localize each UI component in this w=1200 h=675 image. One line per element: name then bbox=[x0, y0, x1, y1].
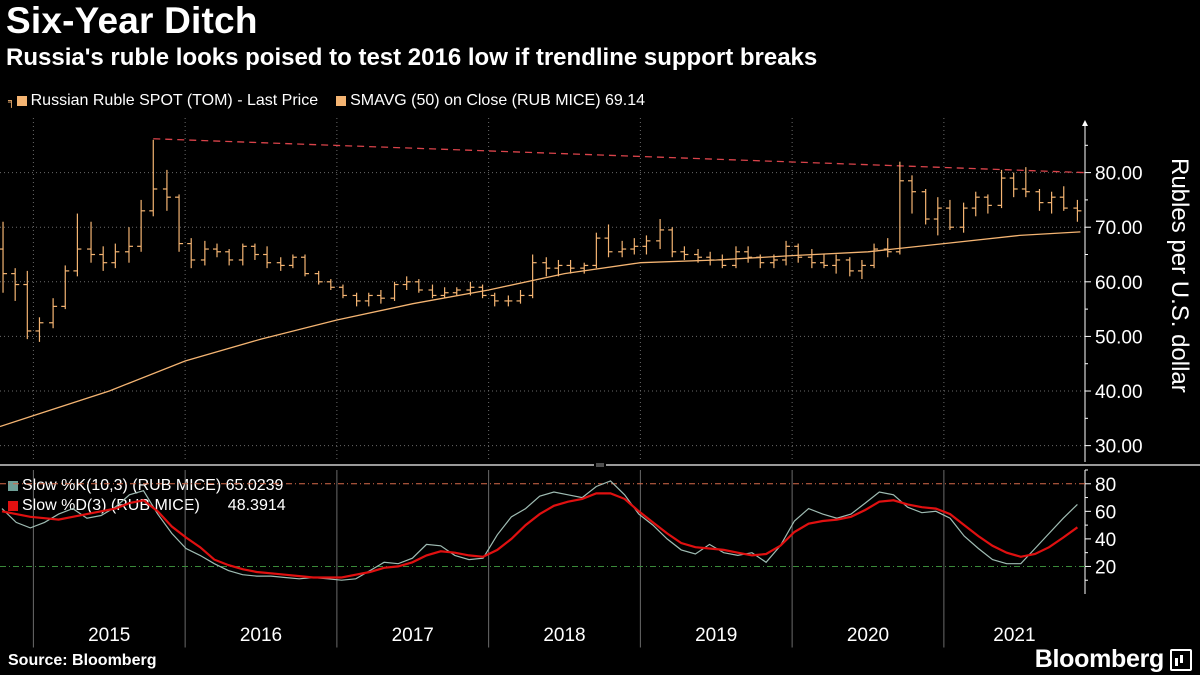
bloomberg-logo: Bloomberg bbox=[1035, 645, 1192, 674]
stoch-y-tick-label: 80 bbox=[1095, 475, 1116, 496]
x-tick-label: 2015 bbox=[88, 625, 130, 646]
bloomberg-logo-text: Bloomberg bbox=[1034, 645, 1165, 673]
stoch-y-tick-label: 40 bbox=[1095, 530, 1116, 551]
legend-d-value: 48.3914 bbox=[227, 497, 286, 514]
x-tick-label: 2020 bbox=[847, 625, 889, 646]
legend-price: ╕ Russian Ruble SPOT (TOM) - Last Price bbox=[8, 92, 318, 110]
legend-sma: SMAVG (50) on Close (RUB MICE) 69.14 bbox=[336, 92, 645, 110]
chart-subtitle: Russia's ruble looks poised to test 2016… bbox=[6, 44, 818, 71]
y-tick-label: 60.00 bbox=[1095, 273, 1143, 294]
y-tick-label: 40.00 bbox=[1095, 382, 1143, 403]
ohlc-bar-icon: ╕ bbox=[8, 94, 15, 108]
y-axis-label: Rubles per U.S. dollar bbox=[1166, 158, 1193, 393]
y-axis-arrow bbox=[1082, 120, 1088, 126]
stochastic-legend: Slow %K(10,3) (RUB MICE) 65.0239 Slow %D… bbox=[8, 476, 286, 516]
slow-d-line bbox=[1, 492, 1079, 579]
legend-k-swatch bbox=[8, 481, 18, 491]
legend-k: Slow %K(10,3) (RUB MICE) 65.0239 bbox=[8, 476, 286, 496]
stoch-y-tick-label: 20 bbox=[1095, 557, 1116, 578]
legend-price-label: Russian Ruble SPOT (TOM) - Last Price bbox=[30, 92, 319, 109]
panel-divider-grip bbox=[594, 462, 606, 468]
chart-title: Six-Year Ditch bbox=[6, 0, 258, 41]
x-tick-label: 2017 bbox=[392, 625, 434, 646]
legend-price-swatch bbox=[16, 96, 27, 106]
slow-k-line bbox=[1, 480, 1078, 581]
bloomberg-mark-icon bbox=[1170, 648, 1192, 671]
y-tick-label: 30.00 bbox=[1095, 437, 1143, 458]
x-tick-label: 2018 bbox=[543, 625, 585, 646]
stoch-y-tick-label: 60 bbox=[1095, 502, 1116, 523]
y-tick-label: 70.00 bbox=[1095, 218, 1143, 239]
y-tick-label: 50.00 bbox=[1095, 327, 1143, 348]
trendline bbox=[153, 138, 1086, 174]
legend-sma-swatch bbox=[336, 96, 347, 106]
source-note: Source: Bloomberg bbox=[8, 652, 157, 669]
x-tick-label: 2021 bbox=[993, 625, 1035, 646]
price-legend: ╕ Russian Ruble SPOT (TOM) - Last Price … bbox=[8, 92, 663, 110]
y-tick-label: 80.00 bbox=[1095, 164, 1143, 185]
legend-d-swatch bbox=[8, 501, 18, 511]
x-tick-label: 2019 bbox=[695, 625, 737, 646]
sma-line bbox=[0, 231, 1081, 428]
x-tick-label: 2016 bbox=[240, 625, 282, 646]
legend-k-label: Slow %K(10,3) (RUB MICE) 65.0239 bbox=[22, 477, 284, 494]
legend-sma-label: SMAVG (50) on Close (RUB MICE) 69.14 bbox=[350, 92, 646, 109]
